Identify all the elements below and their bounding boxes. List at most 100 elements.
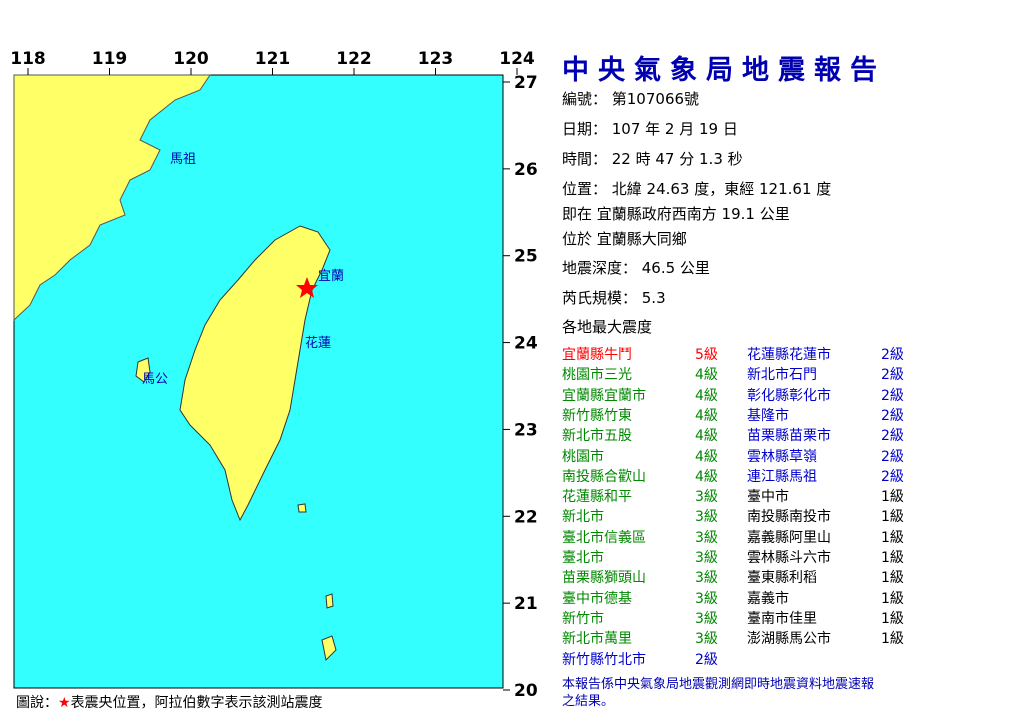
lat-tick-label: 23 bbox=[514, 420, 538, 440]
station-name: 澎湖縣馬公市 bbox=[747, 631, 831, 648]
station-level: 2級 bbox=[881, 468, 904, 485]
lon-tick-label: 123 bbox=[418, 49, 454, 69]
station-name: 嘉義市 bbox=[747, 590, 789, 607]
station-name: 新竹市 bbox=[562, 610, 604, 627]
field: 位於 宜蘭縣大同鄉 bbox=[562, 230, 687, 248]
station-level: 2級 bbox=[695, 651, 718, 668]
station-level: 3級 bbox=[695, 550, 718, 566]
station-level: 1級 bbox=[881, 631, 904, 648]
station-level: 3級 bbox=[695, 529, 718, 546]
field: 各地最大震度 bbox=[562, 318, 653, 336]
station-name: 臺中市 bbox=[747, 489, 789, 506]
station-name: 南投縣南投市 bbox=[747, 509, 831, 526]
station-level: 3級 bbox=[695, 610, 718, 627]
field: 時間： 22 時 47 分 1.3 秒 bbox=[562, 150, 743, 168]
field: 日期： 107 年 2 月 19 日 bbox=[562, 120, 738, 138]
station-name: 桃園市 bbox=[562, 448, 604, 465]
station-name: 臺南市佳里 bbox=[747, 610, 817, 627]
penghu bbox=[135, 357, 151, 383]
station-name: 桃園市三光 bbox=[562, 367, 632, 384]
station-name: 臺東縣利稻 bbox=[747, 570, 817, 587]
station-level: 2級 bbox=[881, 367, 904, 384]
station-name: 臺北市信義區 bbox=[562, 529, 646, 546]
lat-tick-label: 22 bbox=[514, 507, 538, 527]
station-level: 2級 bbox=[881, 347, 904, 363]
note: 本報告係中央氣象局地震觀測網即時地震資料地震速報之結果。 bbox=[562, 677, 875, 709]
lon-tick-label: 120 bbox=[173, 49, 209, 69]
place-label: 馬祖 bbox=[170, 152, 196, 167]
islands bbox=[297, 503, 337, 662]
station-name: 連江縣馬祖 bbox=[747, 468, 817, 485]
station-level: 5級 bbox=[695, 347, 718, 363]
station-name: 南投縣合歡山 bbox=[562, 468, 646, 485]
lon-tick-label: 119 bbox=[92, 49, 128, 69]
place-label: 馬公 bbox=[142, 372, 168, 387]
station-level: 1級 bbox=[881, 550, 904, 566]
lat-tick-label: 20 bbox=[514, 681, 538, 701]
lon-tick-label: 121 bbox=[255, 49, 291, 69]
station-level: 1級 bbox=[881, 529, 904, 546]
station-name: 花蓮縣花蓮市 bbox=[747, 347, 831, 363]
station-level: 4級 bbox=[695, 387, 718, 404]
station-level: 4級 bbox=[695, 428, 718, 445]
station-name: 苗栗縣苗栗市 bbox=[747, 428, 831, 445]
station-level: 1級 bbox=[881, 509, 904, 526]
station-name: 宜蘭縣宜蘭市 bbox=[562, 387, 646, 404]
station-name: 雲林縣草嶺 bbox=[747, 448, 817, 465]
station-name: 嘉義縣阿里山 bbox=[747, 529, 831, 546]
field: 地震深度： 46.5 公里 bbox=[562, 259, 710, 277]
station-name: 宜蘭縣牛鬥 bbox=[562, 347, 632, 363]
caption: 圖說：★表震央位置，阿拉伯數字表示該測站震度 bbox=[16, 692, 323, 712]
station-level: 3級 bbox=[695, 489, 718, 506]
station-name: 新竹縣竹北市 bbox=[562, 651, 646, 668]
lat-tick-label: 27 bbox=[514, 73, 538, 93]
station-level: 3級 bbox=[695, 509, 718, 526]
station-name: 雲林縣斗六市 bbox=[747, 550, 831, 566]
caption-star: ★ bbox=[58, 695, 71, 711]
station-name: 新北市 bbox=[562, 509, 604, 526]
field: 即在 宜蘭縣政府西南方 19.1 公里 bbox=[562, 205, 790, 223]
station-level: 1級 bbox=[881, 610, 904, 627]
map: 馬祖 宜蘭 花蓮 馬公 118 119 120 121 122 123 124 27 26 25 2… bbox=[10, 49, 538, 701]
station-level: 2級 bbox=[881, 407, 904, 424]
lat-tick-label: 25 bbox=[514, 247, 538, 267]
station-name: 新北市五股 bbox=[562, 428, 632, 445]
mainland-coast bbox=[13, 74, 211, 322]
station-level: 4級 bbox=[695, 367, 718, 384]
station-level: 4級 bbox=[695, 448, 718, 465]
caption-text: 表震央位置，阿拉伯數字表示該測站震度 bbox=[70, 695, 323, 711]
station-level: 2級 bbox=[881, 387, 904, 404]
lat-tick-label: 26 bbox=[514, 160, 538, 180]
station-level: 1級 bbox=[881, 489, 904, 506]
lat-tick-label: 24 bbox=[514, 334, 538, 354]
field: 芮氏規模： 5.3 bbox=[562, 289, 666, 307]
station-level: 2級 bbox=[881, 448, 904, 465]
station-level: 1級 bbox=[881, 590, 904, 607]
title: 中央氣象局地震報告 bbox=[562, 55, 886, 86]
station-level: 2級 bbox=[881, 428, 904, 445]
station-name: 花蓮縣和平 bbox=[562, 489, 632, 506]
lon-tick-label: 124 bbox=[499, 49, 535, 69]
lon-tick-label: 118 bbox=[10, 49, 46, 69]
station-level: 4級 bbox=[695, 407, 718, 424]
station-name: 新北市石門 bbox=[747, 367, 817, 384]
lat-tick-label: 21 bbox=[514, 594, 538, 614]
lon-tick-label: 122 bbox=[336, 49, 372, 69]
place-label: 宜蘭 bbox=[318, 268, 344, 284]
station-name: 彰化縣彰化市 bbox=[747, 387, 831, 404]
station-level: 1級 bbox=[881, 570, 904, 587]
station-level: 4級 bbox=[695, 468, 718, 485]
station-name: 新北市萬里 bbox=[562, 631, 632, 648]
station-name: 苗栗縣獅頭山 bbox=[562, 570, 646, 587]
caption-label: 圖說： bbox=[16, 695, 58, 711]
station-level: 3級 bbox=[695, 631, 718, 648]
station-level: 3級 bbox=[695, 570, 718, 587]
station-level: 3級 bbox=[695, 590, 718, 607]
station-name: 臺中市德基 bbox=[562, 590, 632, 607]
station-name: 新竹縣竹東 bbox=[562, 407, 632, 424]
field: 編號： 第107066號 bbox=[562, 90, 700, 108]
station-name: 基隆市 bbox=[747, 407, 789, 424]
station-name: 臺北市 bbox=[562, 550, 604, 566]
field: 位置： 北緯 24.63 度，東經 121.61 度 bbox=[562, 180, 832, 198]
